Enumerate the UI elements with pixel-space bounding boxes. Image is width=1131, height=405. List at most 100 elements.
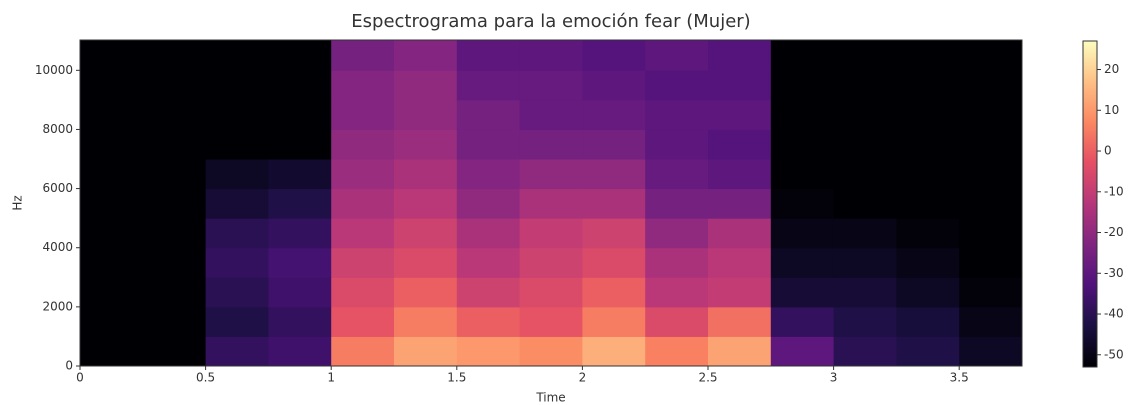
heatmap-cell xyxy=(456,70,521,101)
heatmap-cell xyxy=(205,40,269,71)
heatmap-cell xyxy=(331,247,395,278)
heatmap-cell xyxy=(331,70,395,101)
heatmap-cell xyxy=(645,99,709,130)
heatmap-cell xyxy=(205,336,269,367)
heatmap-cell xyxy=(268,336,332,367)
heatmap-cell xyxy=(519,99,583,130)
heatmap-cell xyxy=(456,306,521,337)
heatmap-cell xyxy=(142,129,207,160)
heatmap-cell xyxy=(833,40,897,71)
heatmap-cell xyxy=(80,159,144,190)
heatmap-cell xyxy=(833,188,897,219)
heatmap-cell xyxy=(645,247,709,278)
heatmap-cell xyxy=(645,336,709,367)
heatmap-cell xyxy=(394,247,458,278)
heatmap-cell xyxy=(896,188,960,219)
heatmap-cell xyxy=(394,218,458,249)
plot-frame xyxy=(79,39,1023,367)
heatmap-cell xyxy=(80,188,144,219)
heatmap-cell xyxy=(331,159,395,190)
heatmap-cell xyxy=(708,70,772,101)
heatmap-cell xyxy=(394,99,458,130)
heatmap-cell xyxy=(959,336,1023,367)
heatmap-cell xyxy=(331,188,395,219)
heatmap-cell xyxy=(268,70,332,101)
heatmap-cell xyxy=(80,40,144,71)
heatmap-cell xyxy=(331,277,395,308)
heatmap-cell xyxy=(331,99,395,130)
heatmap-cell xyxy=(896,306,960,337)
heatmap-cell xyxy=(896,70,960,101)
y-tick-label: 2000 xyxy=(42,299,73,313)
x-tick-label: 1.5 xyxy=(447,371,466,385)
heatmap-cell xyxy=(519,247,583,278)
heatmap-cell xyxy=(959,218,1023,249)
heatmap-cell xyxy=(394,159,458,190)
heatmap-cell xyxy=(645,306,709,337)
heatmap-cell xyxy=(456,99,521,130)
heatmap-cell xyxy=(456,336,521,367)
heatmap-cell xyxy=(268,218,332,249)
heatmap-cell xyxy=(142,218,207,249)
heatmap-cell xyxy=(708,40,772,71)
heatmap-cell xyxy=(331,306,395,337)
heatmap-cell xyxy=(833,159,897,190)
heatmap-cell xyxy=(268,188,332,219)
y-tick-label: 0 xyxy=(65,359,73,373)
x-tick-label: 1 xyxy=(327,371,335,385)
x-tick-label: 3.5 xyxy=(950,371,969,385)
colorbar-tick-label: -50 xyxy=(1104,347,1124,361)
heatmap-cell xyxy=(959,40,1023,71)
heatmap-cell xyxy=(205,218,269,249)
x-tick-label: 2.5 xyxy=(698,371,717,385)
heatmap-cell xyxy=(519,218,583,249)
heatmap-cell xyxy=(80,306,144,337)
heatmap-cell xyxy=(896,129,960,160)
heatmap-cell xyxy=(205,70,269,101)
heatmap-cell xyxy=(456,40,521,71)
colorbar-tick-label: -30 xyxy=(1104,266,1124,280)
heatmap-cell xyxy=(770,306,835,337)
heatmap-cell xyxy=(645,188,709,219)
heatmap-cell xyxy=(582,247,646,278)
x-tick-label: 3 xyxy=(830,371,838,385)
heatmap-cell xyxy=(770,277,835,308)
heatmap-cell xyxy=(80,129,144,160)
heatmap-cell xyxy=(645,129,709,160)
heatmap-cell xyxy=(833,218,897,249)
heatmap-cell xyxy=(456,247,521,278)
heatmap-cell xyxy=(142,247,207,278)
heatmap-cell xyxy=(456,159,521,190)
heatmap-cell xyxy=(708,247,772,278)
heatmap-cell xyxy=(80,277,144,308)
heatmap-cell xyxy=(582,70,646,101)
heatmap-cell xyxy=(959,129,1023,160)
heatmap-cell xyxy=(896,277,960,308)
heatmap-cell xyxy=(331,40,395,71)
heatmap-cell xyxy=(205,99,269,130)
colorbar-tick-label: -40 xyxy=(1104,307,1124,321)
heatmap-cell xyxy=(205,188,269,219)
heatmap-cell xyxy=(142,159,207,190)
heatmap-cell xyxy=(582,99,646,130)
y-tick-label: 8000 xyxy=(42,122,73,136)
heatmap-cell xyxy=(959,188,1023,219)
heatmap-cell xyxy=(80,336,144,367)
heatmap-cell xyxy=(456,188,521,219)
heatmap-cell xyxy=(959,277,1023,308)
heatmap-cell xyxy=(142,40,207,71)
heatmap-cell xyxy=(959,99,1023,130)
heatmap-cell xyxy=(80,218,144,249)
heatmap-cell xyxy=(582,129,646,160)
heatmap-cell xyxy=(708,336,772,367)
heatmap-cell xyxy=(582,40,646,71)
heatmap-cell xyxy=(959,247,1023,278)
heatmap-cell xyxy=(142,188,207,219)
heatmap-cell xyxy=(770,218,835,249)
heatmap-cell xyxy=(833,336,897,367)
heatmap-cell xyxy=(770,336,835,367)
heatmap-cell xyxy=(833,129,897,160)
heatmap-cell xyxy=(708,159,772,190)
heatmap-cell xyxy=(708,99,772,130)
